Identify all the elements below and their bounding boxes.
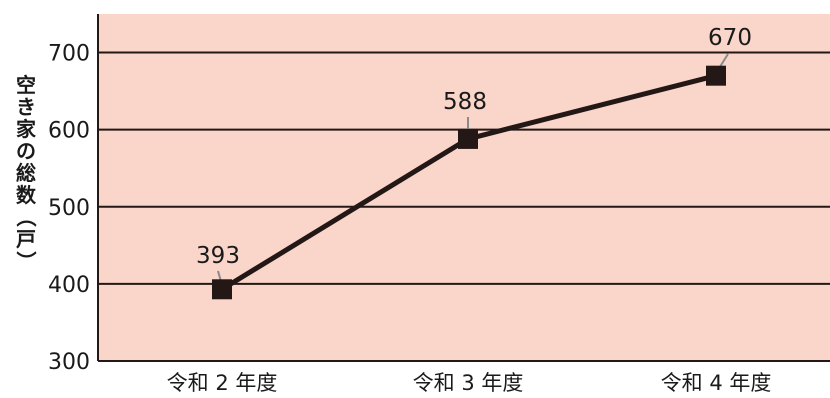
data-label-3: 670 (708, 25, 752, 51)
data-marker-2 (458, 128, 478, 149)
y-axis-title-char-1: 空 (16, 73, 36, 97)
y-axis-title-char-8: 戸 (16, 227, 36, 251)
x-tick-label-1: 令和 2 年度 (167, 371, 278, 395)
y-tick-label-600: 600 (48, 119, 90, 144)
y-axis-title-char-3: 家 (16, 117, 37, 141)
data-marker-1 (212, 279, 232, 300)
y-tick-label-300: 300 (48, 350, 90, 375)
y-tick-label-500: 500 (48, 196, 90, 221)
data-label-1: 393 (196, 243, 240, 269)
y-axis-title-char-5: 総 (16, 161, 36, 185)
data-label-2: 588 (443, 89, 487, 115)
y-axis-title-char-2: き (16, 95, 36, 119)
y-axis-title-char-4: の (16, 139, 36, 163)
y-axis-title-char-6: 数 (16, 183, 37, 207)
x-tick-labels: 令和 2 年度 令和 3 年度 令和 4 年度 (167, 371, 772, 395)
x-tick-label-3: 令和 4 年度 (661, 371, 772, 395)
data-labels: 393 588 670 (196, 25, 752, 269)
data-markers (212, 65, 726, 300)
x-tick-label-2: 令和 3 年度 (413, 371, 524, 395)
y-tick-label-700: 700 (48, 42, 90, 67)
y-tick-labels: 300 400 500 600 700 (48, 42, 90, 375)
svg-text:）: ） (14, 251, 38, 271)
y-tick-label-400: 400 (48, 273, 90, 298)
data-marker-3 (706, 65, 726, 86)
y-axis-title-char-9: ） (14, 251, 38, 271)
y-axis-title-char-7: （ (14, 207, 38, 227)
svg-text:（: （ (14, 207, 38, 227)
